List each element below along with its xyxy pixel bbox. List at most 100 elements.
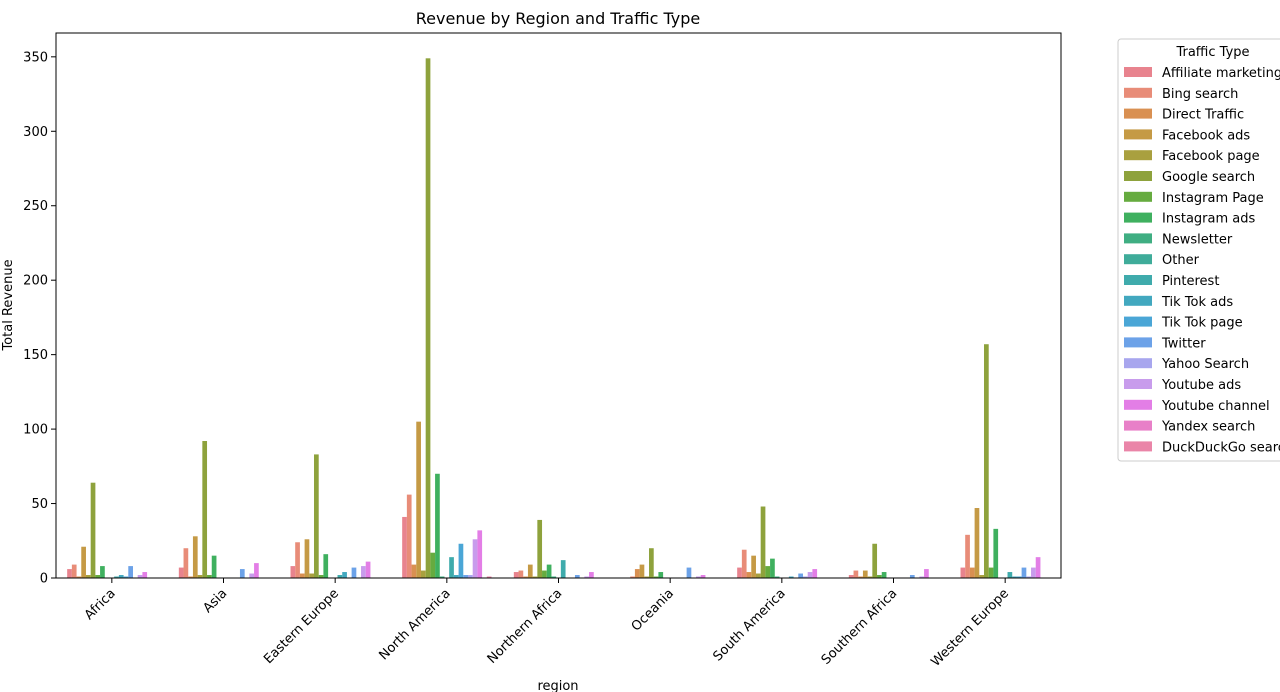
legend-label: Other — [1162, 253, 1200, 268]
bar — [188, 576, 193, 578]
bar — [513, 572, 519, 578]
legend-label: Yandex search — [1161, 420, 1255, 435]
legend-swatch — [1124, 358, 1152, 369]
bar — [765, 566, 771, 578]
x-axis-label: region — [537, 679, 578, 692]
y-tick-label: 150 — [23, 348, 48, 363]
bar — [406, 494, 412, 578]
bar — [90, 482, 96, 578]
y-tick-label: 0 — [40, 572, 48, 587]
bar — [304, 539, 310, 578]
bar — [337, 575, 343, 578]
x-tick-label: Southern Africa — [819, 586, 901, 668]
x-tick-label: Northern Africa — [485, 586, 566, 667]
bar — [867, 576, 873, 578]
bar — [919, 576, 925, 578]
x-tick-label: North America — [376, 586, 453, 663]
bar — [467, 575, 473, 578]
legend-swatch — [1124, 129, 1152, 140]
bar — [323, 554, 329, 578]
legend-swatch — [1124, 254, 1152, 265]
y-tick-label: 300 — [23, 125, 48, 140]
bar — [760, 506, 766, 578]
bar — [1021, 567, 1027, 578]
legend-swatch — [1124, 337, 1152, 348]
bar — [872, 543, 878, 578]
bar — [318, 575, 324, 578]
y-tick-label: 350 — [23, 50, 48, 65]
legend-label: Instagram Page — [1162, 191, 1264, 206]
x-tick-label: Asia — [200, 586, 230, 616]
bar — [584, 576, 590, 578]
chart-title: Revenue by Region and Traffic Type — [416, 9, 700, 28]
bar — [416, 421, 421, 578]
legend-swatch — [1124, 379, 1152, 389]
legend-title: Traffic Type — [1175, 45, 1249, 60]
y-axis: 0 50 100 150 200 250 300 350 — [23, 50, 56, 587]
bar — [486, 576, 492, 578]
legend-label: Tik Tok page — [1161, 316, 1243, 331]
bar — [574, 575, 580, 578]
bar — [249, 573, 255, 578]
bar — [309, 573, 315, 578]
bar — [430, 552, 436, 578]
bar — [686, 567, 692, 578]
bar — [402, 516, 407, 578]
legend: Traffic Type Affiliate marketing Bing sea… — [1117, 38, 1280, 462]
legend-label: Youtube ads — [1161, 378, 1241, 393]
bar — [518, 570, 524, 578]
legend-swatch — [1124, 295, 1152, 306]
bar — [458, 543, 464, 578]
x-tick-label: Western Europe — [928, 586, 1012, 670]
legend-label: Tik Tok ads — [1161, 295, 1233, 310]
bar — [290, 566, 296, 578]
legend-items: Affiliate marketing Bing search Direct Tra… — [1124, 66, 1280, 455]
bar — [425, 58, 431, 579]
bar — [118, 575, 124, 578]
legend-label: Instagram ads — [1162, 212, 1255, 227]
bar — [71, 564, 77, 578]
bar — [477, 530, 483, 578]
bar — [560, 560, 566, 578]
bar — [812, 569, 818, 578]
bar — [858, 576, 863, 578]
bar — [696, 576, 701, 578]
bar — [853, 570, 859, 578]
bar — [1031, 567, 1036, 578]
bar — [239, 569, 245, 578]
bars-layer — [67, 58, 1041, 579]
bar — [746, 572, 752, 578]
bar — [361, 566, 366, 578]
bar — [299, 573, 305, 578]
bar — [100, 566, 105, 578]
bar — [411, 564, 417, 578]
bar — [449, 557, 454, 578]
x-tick-label: Eastern Europe — [261, 586, 342, 667]
bar — [314, 454, 319, 578]
legend-swatch — [1124, 67, 1152, 77]
legend-swatch — [1124, 233, 1152, 244]
y-tick-label: 200 — [23, 274, 48, 289]
bar — [639, 564, 645, 578]
legend-label: DuckDuckGo search — [1162, 440, 1280, 455]
bar — [589, 572, 594, 578]
bar — [741, 549, 747, 578]
bar — [95, 575, 101, 578]
bar — [658, 572, 664, 578]
bar — [1016, 576, 1022, 578]
bar — [909, 575, 915, 578]
bar — [472, 539, 478, 578]
bar — [644, 576, 650, 578]
bar — [770, 558, 775, 578]
bar — [965, 534, 970, 578]
bar — [979, 575, 985, 578]
legend-swatch — [1124, 275, 1152, 285]
legend-swatch — [1124, 441, 1152, 452]
legend-swatch — [1124, 150, 1152, 161]
legend-label: Twitter — [1161, 336, 1206, 351]
bar — [807, 572, 813, 578]
bar — [988, 567, 994, 578]
bar — [67, 569, 72, 578]
bar — [114, 576, 119, 578]
